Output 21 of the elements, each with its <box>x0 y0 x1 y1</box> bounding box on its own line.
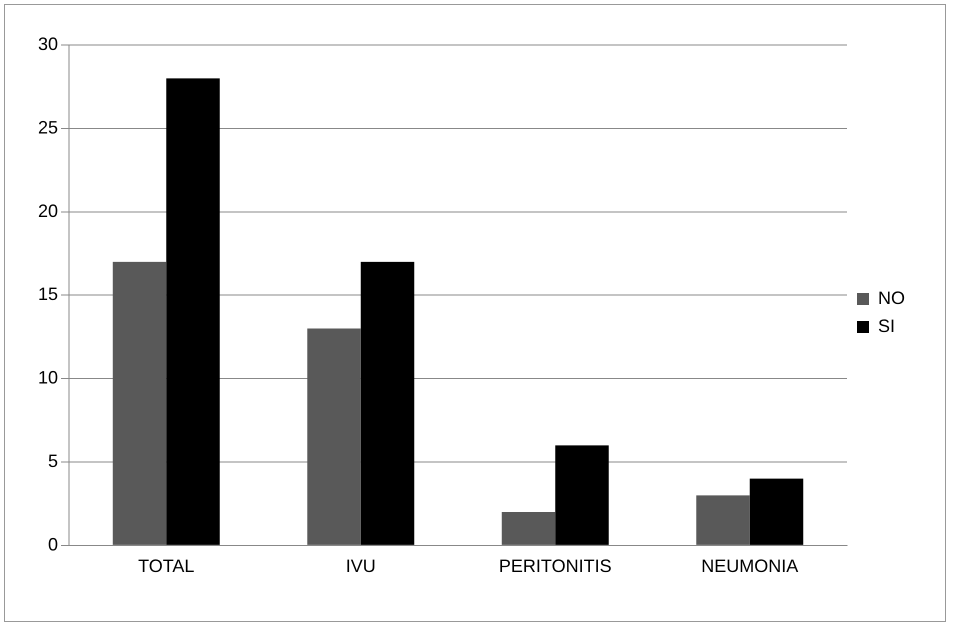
bar <box>750 478 804 545</box>
bar <box>112 262 166 545</box>
x-tick-label: PERITONITIS <box>498 556 612 576</box>
bar <box>360 262 414 545</box>
bar <box>166 78 220 545</box>
x-tick-label: NEUMONIA <box>701 556 798 576</box>
bar <box>696 495 750 545</box>
bar <box>555 445 609 545</box>
bar <box>307 328 361 545</box>
legend-label: SI <box>878 316 896 336</box>
y-tick-label: 0 <box>48 534 58 554</box>
y-tick-label: 10 <box>38 368 58 388</box>
y-tick-label: 30 <box>38 34 58 54</box>
legend-label: NO <box>878 288 905 308</box>
y-tick-label: 25 <box>38 117 58 138</box>
y-tick-label: 5 <box>48 450 58 471</box>
y-tick-label: 15 <box>38 284 58 304</box>
bar <box>502 512 556 545</box>
y-tick-label: 20 <box>38 200 58 221</box>
x-tick-label: IVU <box>346 556 376 576</box>
x-tick-label: TOTAL <box>138 556 194 576</box>
